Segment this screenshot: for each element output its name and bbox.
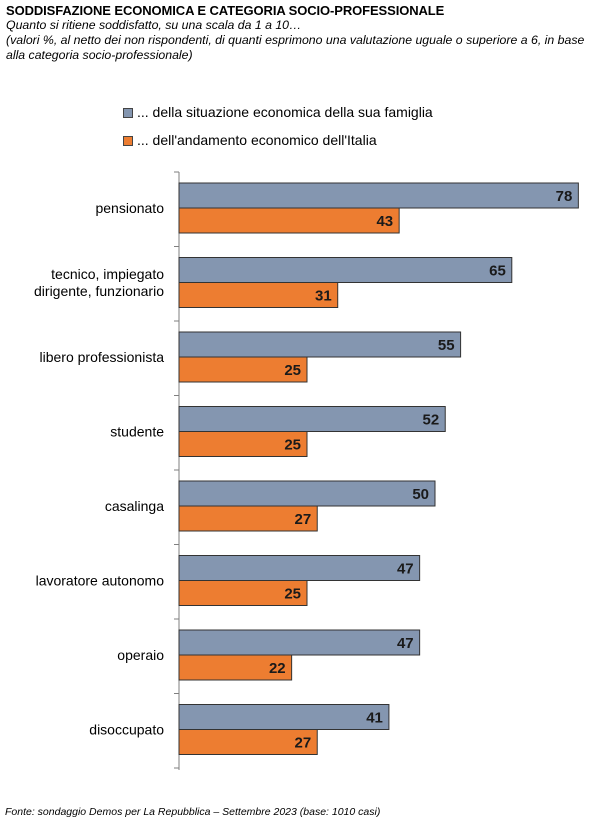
legend-label-italia: ... dell'andamento economico dell'Italia (137, 132, 377, 148)
value-label-italia: 27 (295, 735, 312, 752)
category-label: disoccupato (89, 722, 164, 738)
bar-famiglia (178, 182, 579, 209)
category-label: tecnico, impiegato (51, 266, 164, 282)
value-label-italia: 25 (284, 362, 301, 379)
category-label: libero professionista (39, 349, 164, 365)
value-label-italia: 43 (376, 213, 393, 230)
bar-italia (178, 207, 400, 234)
bar-famiglia (178, 257, 513, 283)
category-label: casalinga (105, 498, 164, 514)
value-label-famiglia: 50 (412, 486, 429, 503)
value-label-famiglia: 52 (423, 412, 440, 429)
bar-italia (178, 654, 293, 681)
value-label-italia: 31 (315, 288, 332, 305)
legend-swatch-famiglia (123, 108, 133, 118)
category-label: operaio (117, 647, 164, 663)
bar-italia (178, 282, 339, 308)
value-label-famiglia: 78 (556, 188, 573, 205)
chart-title: SODDISFAZIONE ECONOMICA E CATEGORIA SOCI… (6, 3, 445, 18)
bar-famiglia (178, 555, 421, 581)
bar-famiglia (178, 629, 421, 656)
value-label-italia: 25 (284, 586, 301, 603)
bar-famiglia (178, 480, 436, 507)
value-label-famiglia: 47 (397, 635, 414, 652)
bar-italia (178, 431, 308, 457)
value-label-famiglia: 47 (397, 561, 414, 578)
value-label-famiglia: 65 (489, 263, 506, 280)
legend-swatch-italia (123, 136, 133, 146)
bar-italia (178, 356, 308, 383)
chart-subtitle: Quanto si ritiene soddisfatto, su una sc… (6, 18, 302, 32)
category-label: lavoratore autonomo (36, 573, 165, 589)
value-label-italia: 27 (295, 511, 312, 528)
bar-italia (178, 505, 318, 532)
value-label-italia: 25 (284, 437, 301, 454)
category-label: studente (110, 424, 164, 440)
value-label-italia: 22 (269, 660, 286, 677)
category-label: pensionato (95, 200, 164, 216)
bar-famiglia (178, 331, 462, 358)
legend-label-famiglia: ... della situazione economica della sua… (137, 104, 433, 120)
bar-italia (178, 729, 318, 755)
category-label: dirigente, funzionario (34, 283, 164, 299)
bar-italia (178, 580, 308, 606)
value-label-famiglia: 55 (438, 337, 455, 354)
bar-famiglia (178, 406, 446, 432)
chart-note: (valori %, al netto dei non rispondenti,… (6, 33, 585, 62)
bar-chart: pensionato 78 43 tecnico, impiegatodirigent… (34, 171, 579, 770)
source-footer: Fonte: sondaggio Demos per La Repubblica… (5, 806, 381, 818)
bar-famiglia (178, 704, 390, 730)
value-label-famiglia: 41 (366, 710, 383, 727)
